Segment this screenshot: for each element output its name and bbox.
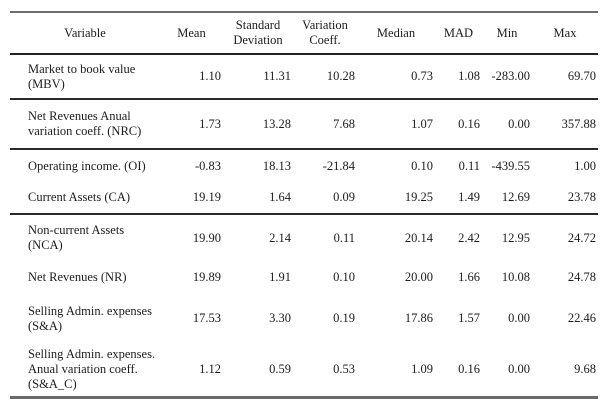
max-cell: 9.68 [574, 361, 596, 376]
std-cell: 13.28 [223, 99, 293, 150]
table-row-sa: Selling Admin. expenses (S&A) 17.53 3.30… [10, 294, 598, 343]
mean-cell: -0.83 [194, 158, 221, 173]
table-row-oi: Operating income. (OI) -0.83 18.13 -21.8… [10, 149, 598, 182]
table-header: Variable Mean Standard Deviation Variati… [10, 12, 598, 55]
col-header-variation-coeff-line1: Variation [302, 18, 348, 32]
mad-cell: 2.42 [458, 230, 480, 245]
col-header-standard-deviation-line1: Standard [235, 18, 281, 32]
col-header-max: Max [532, 12, 598, 55]
median-cell: 0.10 [411, 158, 433, 173]
median-cell: 19.25 [357, 182, 435, 215]
table-row-ca: Current Assets (CA) 19.19 1.64 0.09 19.2… [10, 182, 598, 215]
min-cell: -283.00 [482, 54, 532, 100]
median-cell: 0.73 [357, 54, 435, 100]
table-body: Market to book value (MBV) 1.10 11.31 10… [10, 54, 598, 397]
max-cell: 23.78 [532, 182, 598, 215]
variable-cell: Operating income. (OI) [28, 158, 146, 173]
variable-cell: Market to book value (MBV) [10, 54, 160, 100]
variation-coeff-cell: 10.28 [293, 54, 357, 100]
max-cell: 1.00 [574, 158, 596, 173]
max-cell: 22.46 [567, 311, 596, 325]
median-cell: 1.07 [357, 99, 435, 150]
max-cell: 24.72 [567, 230, 596, 245]
max-cell: 69.70 [532, 54, 598, 100]
std-cell: 1.64 [223, 182, 293, 215]
col-header-standard-deviation-line2: Deviation [233, 33, 283, 47]
max-cell: 357.88 [532, 99, 598, 150]
median-cell: 1.09 [411, 361, 433, 376]
col-header-variation-coeff-line2: Coeff. [309, 33, 341, 47]
min-cell: 12.69 [482, 182, 532, 215]
min-cell: 0.00 [508, 361, 530, 376]
median-cell: 20.00 [404, 270, 433, 284]
table-row-nr: Net Revenues (NR) 19.89 1.91 0.10 20.00 … [10, 261, 598, 294]
mad-cell: 1.49 [435, 182, 482, 215]
mad-cell: 0.16 [458, 361, 480, 376]
variable-cell: Non-current Assets (NCA) [28, 223, 125, 252]
variation-coeff-cell: 0.11 [333, 230, 355, 245]
mad-cell: 0.11 [458, 158, 480, 173]
variation-coeff-cell: 0.19 [333, 311, 355, 325]
std-cell: 0.59 [269, 361, 291, 376]
std-cell: 3.30 [269, 311, 291, 325]
min-cell: 12.95 [501, 230, 530, 245]
min-cell: 0.00 [508, 311, 530, 325]
variation-coeff-cell: 7.68 [293, 99, 357, 150]
mean-cell: 1.12 [199, 361, 221, 376]
mean-cell: 19.90 [192, 230, 221, 245]
min-cell: -439.55 [491, 158, 530, 173]
median-cell: 17.86 [404, 311, 433, 325]
std-cell: 1.91 [269, 270, 291, 284]
mean-cell: 19.89 [192, 270, 221, 284]
median-cell: 20.14 [404, 230, 433, 245]
table-row-nca: Non-current Assets (NCA) 19.90 2.14 0.11… [10, 214, 598, 261]
variable-cell: Net Revenues (NR) [28, 270, 127, 284]
col-header-mad: MAD [435, 12, 482, 55]
min-cell: 10.08 [501, 270, 530, 284]
table-row-nrc: Net Revenues Anual variation coeff. (NRC… [10, 99, 598, 150]
mean-cell: 19.19 [160, 182, 223, 215]
variation-coeff-cell: 0.09 [293, 182, 357, 215]
mad-cell: 0.16 [435, 99, 482, 150]
variation-coeff-cell: 0.53 [333, 361, 355, 376]
std-cell: 11.31 [223, 54, 293, 100]
col-header-min: Min [482, 12, 532, 55]
variable-cell: Selling Admin. expenses. Anual variation… [28, 346, 156, 391]
mad-cell: 1.57 [458, 311, 480, 325]
mean-cell: 1.73 [160, 99, 223, 150]
table-row-sac: Selling Admin. expenses. Anual variation… [10, 343, 598, 397]
variable-cell: Net Revenues Anual variation coeff. (NRC… [10, 99, 160, 150]
col-header-variation-coeff: Variation Coeff. [293, 12, 357, 55]
col-header-median: Median [357, 12, 435, 55]
variation-coeff-cell: -21.84 [322, 158, 355, 173]
col-header-mean: Mean [160, 12, 223, 55]
col-header-variable: Variable [10, 12, 160, 55]
variation-coeff-cell: 0.10 [333, 270, 355, 284]
table-row-mbv: Market to book value (MBV) 1.10 11.31 10… [10, 54, 598, 100]
mean-cell: 17.53 [192, 311, 221, 325]
std-cell: 18.13 [262, 158, 291, 173]
variable-cell: Current Assets (CA) [10, 182, 160, 215]
variable-cell: Selling Admin. expenses (S&A) [28, 303, 152, 333]
mad-cell: 1.66 [458, 270, 480, 284]
max-cell: 24.78 [567, 270, 596, 284]
header-row: Variable Mean Standard Deviation Variati… [10, 12, 598, 55]
mad-cell: 1.08 [435, 54, 482, 100]
min-cell: 0.00 [482, 99, 532, 150]
std-cell: 2.14 [269, 230, 291, 245]
mean-cell: 1.10 [160, 54, 223, 100]
col-header-standard-deviation: Standard Deviation [223, 12, 293, 55]
descriptive-statistics-table: Variable Mean Standard Deviation Variati… [10, 11, 598, 399]
